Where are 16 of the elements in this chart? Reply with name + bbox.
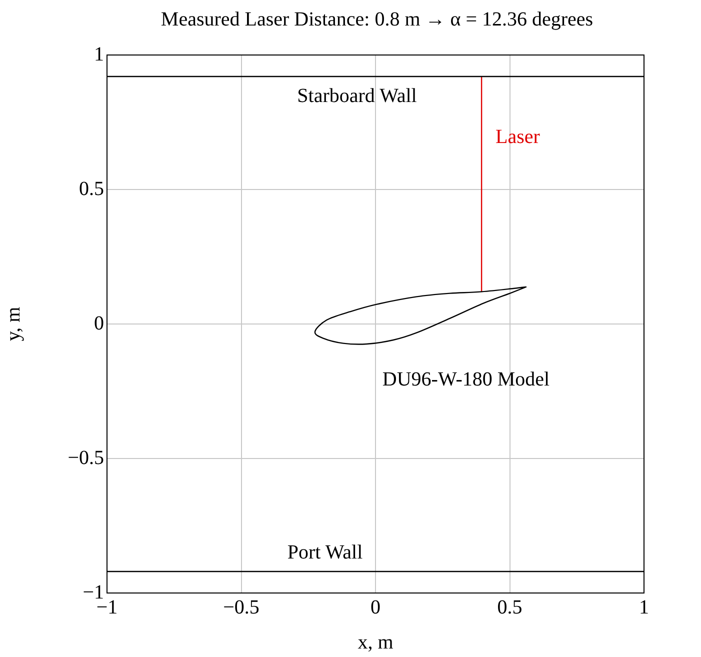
y-tick-label: 0 xyxy=(94,312,104,334)
y-tick-label: −1 xyxy=(82,581,104,604)
x-tick-label: −0.5 xyxy=(223,596,260,618)
x-axis-title: x, m xyxy=(358,631,394,654)
x-tick-label: 1 xyxy=(639,596,649,618)
x-tick-label: 0 xyxy=(370,596,380,618)
chart-title: Measured Laser Distance: 0.8 m → α = 12.36 degrees xyxy=(160,8,594,30)
series-label: Starboard Wall xyxy=(297,84,418,107)
y-tick-label: 1 xyxy=(94,43,104,66)
y-tick-label: 0.5 xyxy=(79,178,104,200)
y-axis-title: y, m xyxy=(2,306,24,342)
x-tick-label: 0.5 xyxy=(497,596,522,618)
series-label: Port Wall xyxy=(287,542,364,564)
y-tick-label: −0.5 xyxy=(68,446,104,469)
annotation: DU96-W-180 Model xyxy=(382,368,550,390)
series-label: Laser xyxy=(496,126,540,148)
